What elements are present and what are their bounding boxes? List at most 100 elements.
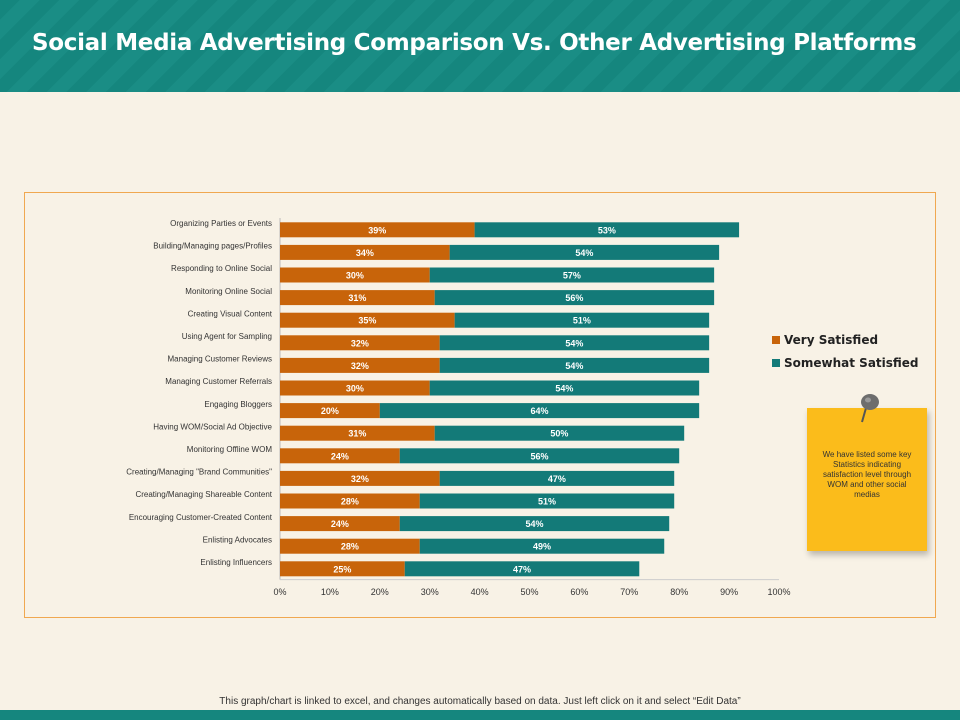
category-label: Organizing Parties or Events [170, 219, 272, 228]
category-label: Encouraging Customer-Created Content [129, 513, 273, 522]
bar-very-satisfied [280, 516, 400, 532]
bar-very-satisfied [280, 357, 440, 373]
data-label: 24% [331, 519, 349, 529]
bar-very-satisfied [280, 312, 455, 328]
data-label: 39% [368, 225, 386, 235]
x-tick-label: 90% [720, 587, 738, 597]
data-label: 32% [351, 474, 369, 484]
x-tick-label: 10% [321, 587, 339, 597]
bar-somewhat-satisfied [449, 244, 720, 260]
data-label: 56% [530, 451, 548, 461]
data-label: 30% [346, 271, 364, 281]
bar-somewhat-satisfied [474, 222, 740, 238]
category-label: Managing Customer Referrals [165, 377, 272, 386]
category-label: Engaging Bloggers [204, 400, 272, 409]
footer-note: This graph/chart is linked to excel, and… [219, 696, 741, 707]
data-label: 49% [533, 542, 551, 552]
data-label: 54% [525, 519, 543, 529]
data-label: 34% [356, 248, 374, 258]
bar-very-satisfied [280, 538, 420, 554]
data-label: 35% [358, 316, 376, 326]
bar-somewhat-satisfied [419, 493, 675, 509]
bar-very-satisfied [280, 561, 405, 577]
bar-very-satisfied [280, 222, 475, 238]
x-tick-label: 50% [520, 587, 538, 597]
push-pin-icon [861, 394, 879, 423]
category-label: Creating/Managing "Brand Communities" [126, 468, 272, 477]
bar-somewhat-satisfied [439, 335, 710, 351]
data-label: 32% [351, 338, 369, 348]
bar-very-satisfied [280, 448, 400, 464]
bar-very-satisfied [280, 380, 430, 396]
header-banner: Social Media Advertising Comparison Vs. … [0, 0, 960, 92]
data-label: 54% [565, 361, 583, 371]
bar-somewhat-satisfied [399, 448, 680, 464]
legend-swatch-very-satisfied [772, 335, 780, 344]
bar-somewhat-satisfied [434, 425, 685, 441]
bar-somewhat-satisfied [429, 267, 715, 283]
data-label: 25% [333, 564, 351, 574]
category-label: Creating/Managing Shareable Content [135, 490, 272, 499]
bar-very-satisfied [280, 267, 430, 283]
bar-very-satisfied [280, 290, 435, 306]
footer-bar [0, 710, 960, 720]
data-label: 28% [341, 542, 359, 552]
page-title: Social Media Advertising Comparison Vs. … [32, 30, 917, 56]
category-label: Enlisting Influencers [200, 558, 272, 567]
data-label: 20% [321, 406, 339, 416]
bar-very-satisfied [280, 425, 435, 441]
data-label: 54% [555, 384, 573, 394]
category-label: Enlisting Advocates [203, 535, 272, 544]
category-label: Using Agent for Sampling [182, 332, 272, 341]
x-tick-label: 0% [273, 587, 286, 597]
category-label: Monitoring Offline WOM [187, 445, 273, 454]
category-label: Managing Customer Reviews [168, 355, 273, 364]
legend-label-somewhat-satisfied: Somewhat Satisfied [784, 355, 919, 370]
category-label: Building/Managing pages/Profiles [153, 242, 272, 251]
bar-somewhat-satisfied [404, 561, 640, 577]
bar-very-satisfied [280, 470, 440, 486]
x-tick-label: 30% [421, 587, 439, 597]
data-label: 28% [341, 497, 359, 507]
data-label: 56% [565, 293, 583, 303]
bar-somewhat-satisfied [399, 516, 670, 532]
data-label: 31% [348, 429, 366, 439]
data-label: 24% [331, 451, 349, 461]
bar-somewhat-satisfied [439, 357, 710, 373]
x-tick-label: 80% [670, 587, 688, 597]
x-tick-label: 40% [471, 587, 489, 597]
sticky-note-text: We have listed some key Statistics indic… [822, 450, 912, 499]
chart-legend: Very Satisfied Somewhat Satisfied [772, 328, 919, 374]
data-label: 47% [548, 474, 566, 484]
data-label: 64% [530, 406, 548, 416]
legend-item-very-satisfied: Very Satisfied [772, 328, 919, 351]
bar-somewhat-satisfied [429, 380, 700, 396]
data-label: 51% [573, 316, 591, 326]
bar-somewhat-satisfied [379, 403, 700, 419]
data-label: 50% [550, 429, 568, 439]
bar-very-satisfied [280, 244, 450, 260]
data-label: 54% [565, 338, 583, 348]
category-label: Creating Visual Content [188, 309, 273, 318]
x-tick-label: 70% [620, 587, 638, 597]
legend-swatch-somewhat-satisfied [772, 358, 780, 367]
data-label: 30% [346, 384, 364, 394]
data-label: 57% [563, 271, 581, 281]
data-label: 53% [598, 225, 616, 235]
bar-somewhat-satisfied [419, 538, 665, 554]
data-label: 51% [538, 497, 556, 507]
bar-somewhat-satisfied [434, 290, 715, 306]
bar-very-satisfied [280, 493, 420, 509]
data-label: 47% [513, 564, 531, 574]
legend-item-somewhat-satisfied: Somewhat Satisfied [772, 351, 919, 374]
category-label: Monitoring Online Social [185, 287, 272, 296]
bar-somewhat-satisfied [439, 470, 675, 486]
x-tick-label: 100% [767, 587, 790, 597]
bar-very-satisfied [280, 403, 380, 419]
x-tick-label: 20% [371, 587, 389, 597]
bar-very-satisfied [280, 335, 440, 351]
data-label: 32% [351, 361, 369, 371]
data-label: 54% [575, 248, 593, 258]
bar-somewhat-satisfied [454, 312, 710, 328]
